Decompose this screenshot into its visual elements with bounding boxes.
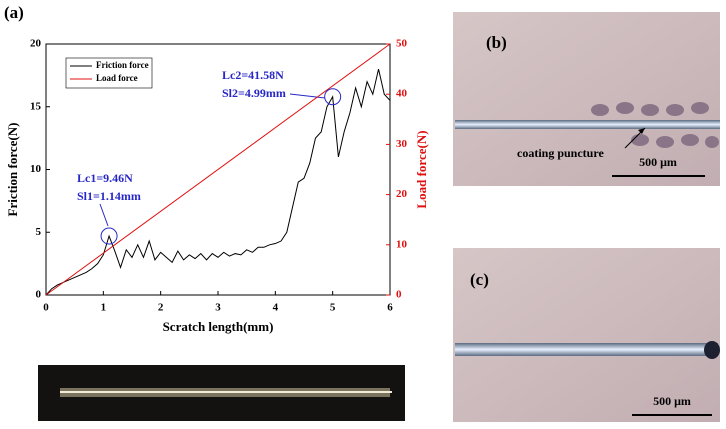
micrograph [453,12,720,186]
x-tick-label: 6 [387,302,393,314]
x-tick-label: 3 [215,302,221,314]
y-tick-label: 15 [30,100,42,112]
x-tick-label: 2 [158,302,164,314]
y-tick-label: 5 [36,226,42,238]
y-tick-label: 20 [30,38,42,50]
y2-tick-label: 0 [396,289,402,301]
panel-label: (c) [470,270,489,289]
annotation: Lc1=9.46N [77,171,133,185]
series-line [45,68,391,296]
y2-axis-label: Load force(N) [414,130,429,208]
series-line [45,43,391,296]
note: coating puncture [517,146,604,160]
x-tick-label: 1 [101,302,107,314]
legend-label: Load force [96,73,138,83]
x-tick-label: 4 [273,302,279,314]
y2-tick-label: 40 [396,88,408,100]
scale-label: 500 μm [653,394,691,408]
annotation-text: Lc1=9.46N Sl1=1.14mm Lc2=41.58N Sl2=4.99… [77,68,286,203]
y2-tick-label: 20 [396,188,408,200]
annotation: Sl1=1.14mm [77,189,141,203]
y-axis-label: Friction force(N) [5,123,20,217]
y2-tick-label: 10 [396,238,408,250]
x-tick-label: 5 [330,302,336,314]
scratch-end [704,341,720,359]
x-axis-label: Scratch length(mm) [163,319,274,334]
annotation-circle [324,88,342,106]
y-tick-label: 0 [36,289,42,301]
panel-label: (b) [486,33,507,52]
micrograph [453,248,720,422]
annotation-circle [100,227,118,245]
scale-label: 500 μm [639,155,677,169]
panel-label: (a) [4,3,24,22]
y2-tick-label: 50 [396,38,408,50]
leader [99,203,109,227]
annotation: Lc2=41.58N [222,68,284,82]
legend-box [65,57,153,89]
x-tick-label: 0 [43,302,49,314]
leader [289,93,326,99]
y-tick-label: 10 [30,163,42,175]
arrow-head [638,128,645,134]
scratch [455,120,720,129]
annotation: Sl2=4.99mm [222,86,286,100]
y2-tick-label: 30 [396,138,408,150]
legend-label: Friction force [96,60,149,70]
scratch [455,343,718,356]
